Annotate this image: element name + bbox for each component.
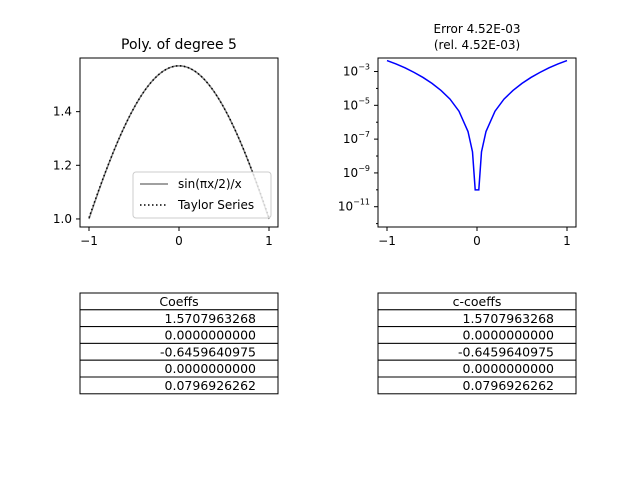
table-value: -0.6459640975 — [160, 344, 256, 359]
table-value: 0.0000000000 — [165, 361, 257, 376]
table-value: 0.0000000000 — [165, 328, 257, 343]
polynomial-plot: Poly. of degree 5 −1 0 1 1.0 1.2 1.4 sin(πx/… — [53, 37, 279, 248]
y-tick-label: 10−7 — [343, 130, 370, 146]
legend-label-taylor: Taylor Series — [177, 198, 254, 212]
x-tick-label: 0 — [175, 234, 183, 248]
table-cell — [377, 376, 577, 395]
y-tick-label: 1.0 — [53, 212, 72, 226]
table-value: -0.6459640975 — [458, 344, 554, 359]
y-tick-label: 10−5 — [343, 96, 370, 112]
x-tick-label: 1 — [563, 234, 571, 248]
table-value: 1.5707963268 — [463, 311, 555, 326]
polynomial-plot-title: Poly. of degree 5 — [121, 37, 237, 53]
x-tick-label: −1 — [80, 234, 98, 248]
y-tick-label: 10−3 — [343, 63, 370, 79]
error-plot: Error 4.52E-03 (rel. 4.52E-03) −1 0 1 10−3… — [338, 22, 577, 248]
table-value: 0.0000000000 — [463, 328, 555, 343]
table-header: Coeffs — [159, 294, 198, 309]
polynomial-curves — [88, 65, 270, 220]
error-x-ticks: −1 0 1 — [378, 227, 571, 248]
table-value: 0.0796926262 — [463, 378, 554, 393]
table-header: c-coeffs — [453, 294, 502, 309]
table-value: 0.0796926262 — [165, 378, 256, 393]
x-tick-label: 0 — [473, 234, 481, 248]
polynomial-legend: sin(πx/2)/x Taylor Series — [132, 171, 272, 219]
polynomial-x-ticks: −1 0 1 — [80, 227, 273, 248]
error-y-ticks: 10−3 10−5 10−7 10−9 10−11 — [338, 63, 378, 225]
legend-label-function: sin(πx/2)/x — [178, 177, 242, 191]
y-tick-label: 10−11 — [338, 198, 370, 214]
y-tick-label: 10−9 — [343, 164, 370, 180]
series-error-line — [386, 59, 568, 191]
x-tick-label: −1 — [378, 234, 396, 248]
table-cell — [79, 376, 279, 395]
error-plot-title: Error 4.52E-03 — [434, 22, 521, 36]
table-value: 0.0000000000 — [463, 361, 555, 376]
polynomial-y-ticks: 1.0 1.2 1.4 — [53, 105, 80, 226]
c-coeffs-table: c-coeffs1.57079632680.0000000000-0.64596… — [377, 292, 577, 395]
table-value: 1.5707963268 — [165, 311, 257, 326]
error-curves — [386, 59, 568, 191]
coeffs-table: Coeffs1.57079632680.0000000000-0.6459640… — [79, 292, 279, 395]
series-taylor-line — [88, 65, 270, 218]
error-plot-subtitle: (rel. 4.52E-03) — [434, 38, 520, 52]
x-tick-label: 1 — [265, 234, 273, 248]
y-tick-label: 1.2 — [53, 158, 72, 172]
y-tick-label: 1.4 — [53, 105, 72, 119]
